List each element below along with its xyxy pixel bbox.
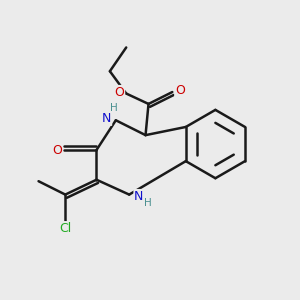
Text: Cl: Cl bbox=[59, 222, 71, 235]
Text: H: H bbox=[144, 199, 152, 208]
Text: O: O bbox=[175, 84, 185, 97]
Text: N: N bbox=[134, 190, 143, 202]
Text: N: N bbox=[102, 112, 112, 125]
Text: O: O bbox=[115, 85, 124, 98]
Text: H: H bbox=[110, 103, 118, 113]
Text: O: O bbox=[52, 143, 62, 157]
